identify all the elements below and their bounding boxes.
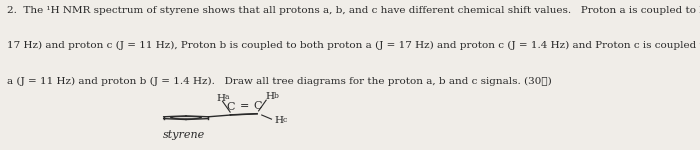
Text: 17 Hz) and proton c (J = 11 Hz), Proton b is coupled to both proton a (J = 17 Hz: 17 Hz) and proton c (J = 11 Hz), Proton …: [7, 41, 700, 50]
Text: C: C: [253, 101, 262, 111]
Text: a (J = 11 Hz) and proton b (J = 1.4 Hz).   Draw all tree diagrams for the proton: a (J = 11 Hz) and proton b (J = 1.4 Hz).…: [7, 76, 552, 86]
Text: H: H: [216, 94, 225, 103]
Text: a: a: [225, 93, 230, 101]
Text: c: c: [282, 116, 286, 124]
Text: =: =: [239, 101, 249, 111]
Text: styrene: styrene: [162, 130, 205, 140]
Text: H: H: [265, 92, 274, 101]
Text: b: b: [274, 92, 279, 100]
Text: 2.  The ¹H NMR spectrum of styrene shows that all protons a, b, and c have diffe: 2. The ¹H NMR spectrum of styrene shows …: [7, 6, 700, 15]
Text: C: C: [227, 102, 235, 112]
Text: H: H: [274, 116, 283, 125]
